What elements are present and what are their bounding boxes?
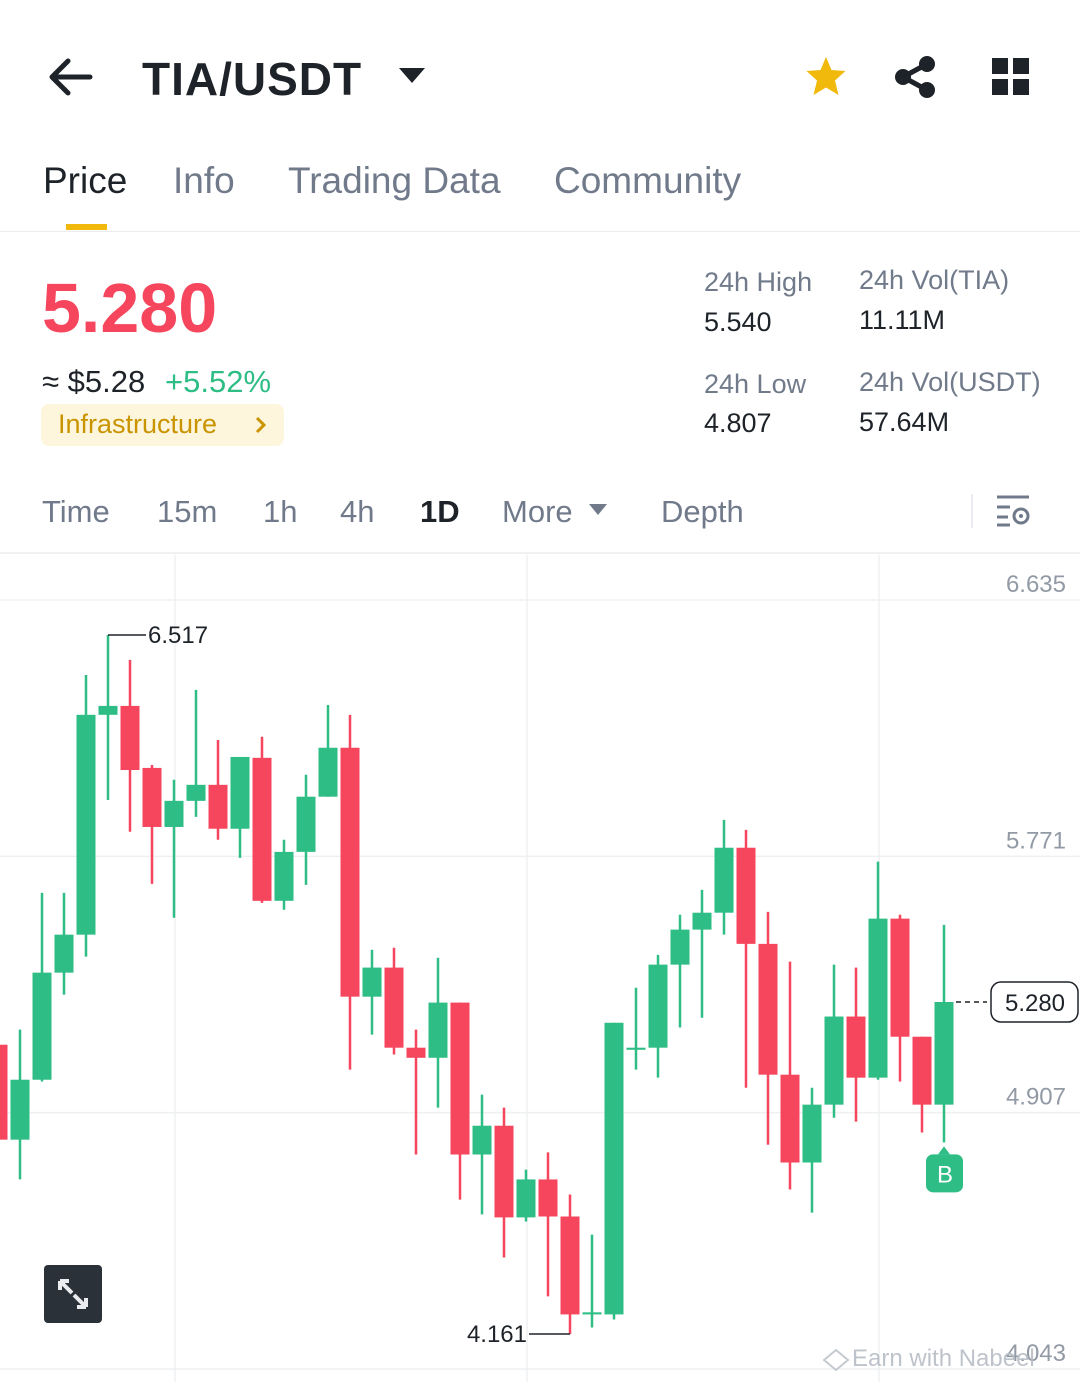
back-button[interactable] [44, 55, 96, 99]
candle-body [912, 1036, 932, 1105]
y-tick-label: 4.907 [1006, 1084, 1066, 1111]
tab-indicator [66, 224, 107, 230]
candle-body [824, 1016, 844, 1105]
candle-body [274, 851, 294, 901]
pair-title[interactable]: TIA/USDT [142, 53, 363, 105]
layout-button[interactable] [991, 57, 1031, 97]
candle-body [714, 847, 734, 913]
tag-label[interactable]: Infrastructure [58, 409, 218, 439]
interval-tab[interactable]: 4h [340, 494, 375, 529]
candle-body [0, 1044, 8, 1140]
more-dropdown[interactable] [588, 503, 608, 517]
stat-value: 11.11M [859, 305, 946, 335]
candle-body [780, 1074, 800, 1163]
tab[interactable]: Trading Data [288, 160, 501, 201]
fiat-price: ≈ $5.28 [42, 364, 146, 399]
interval-tab[interactable]: 1D [420, 494, 460, 529]
high-label: 6.517 [148, 622, 208, 649]
candle-body [142, 767, 162, 827]
interval-tab[interactable]: More [502, 494, 573, 529]
candle-body [846, 1016, 866, 1078]
stat-value: 5.540 [704, 307, 772, 337]
interval-tab[interactable]: 1h [263, 494, 298, 529]
candle-body [560, 1216, 580, 1315]
candle-body [736, 847, 756, 944]
tag-chip[interactable] [41, 404, 284, 446]
candle-body [296, 796, 316, 852]
candle-body [318, 747, 338, 797]
last-price-box [990, 981, 1079, 1023]
candle-body [604, 1022, 624, 1315]
interval-tab[interactable]: Time [42, 494, 110, 529]
chart-settings[interactable] [996, 494, 1032, 528]
candle-body [384, 967, 404, 1048]
candle-body [538, 1179, 558, 1217]
stat-value: 57.64M [859, 407, 950, 437]
divider [0, 231, 1080, 232]
last-price-label: 5.280 [1005, 990, 1065, 1017]
candle-body [340, 747, 360, 997]
candle-body [934, 1002, 954, 1105]
candle-body [802, 1104, 822, 1163]
separator [971, 494, 973, 528]
candle-body [890, 918, 910, 1037]
candle-body [76, 714, 96, 935]
buy-marker-label: B [937, 1161, 953, 1188]
candle-body [626, 1047, 646, 1050]
stat-label: 24h High [704, 267, 813, 297]
candle-body [692, 912, 712, 930]
tag-chevron [255, 416, 267, 434]
candle-body [252, 757, 272, 901]
candle-body [208, 784, 228, 829]
tab[interactable]: Community [554, 160, 742, 201]
watermark: Earn with Nabeel [852, 1345, 1035, 1372]
y-tick-label: 5.771 [1006, 827, 1066, 854]
candle-body [472, 1125, 492, 1155]
candle-body [54, 934, 74, 973]
candle-body [868, 918, 888, 1078]
buy-marker [926, 1154, 963, 1193]
stat-value: 4.807 [704, 408, 772, 438]
candle-body [10, 1079, 30, 1140]
stat-label: 24h Vol(TIA) [859, 265, 1010, 295]
candle-body [186, 784, 206, 801]
candle-body [362, 967, 382, 997]
low-label: 4.161 [467, 1321, 527, 1348]
divider [0, 552, 1080, 554]
tab[interactable]: Info [173, 160, 235, 201]
y-tick-label: 6.635 [1006, 571, 1066, 598]
candle-body [670, 929, 690, 965]
last-price: 5.280 [42, 269, 218, 347]
candle-body [406, 1047, 426, 1058]
price-change: +5.52% [165, 364, 272, 399]
share-button[interactable] [893, 55, 937, 99]
stat-label: 24h Low [704, 369, 807, 399]
tab[interactable]: Price [43, 160, 128, 201]
candle-body [428, 1002, 448, 1058]
candle-body [120, 705, 140, 770]
candle-body [32, 972, 52, 1080]
candle-body [758, 943, 778, 1075]
interval-tab[interactable]: 15m [157, 494, 218, 529]
buy-marker-pointer [938, 1146, 950, 1155]
stat-label: 24h Vol(USDT) [859, 367, 1041, 397]
candle-body [230, 756, 250, 829]
favorite-star[interactable] [804, 55, 848, 99]
candle-body [516, 1179, 536, 1218]
candle-body [648, 964, 668, 1048]
fullscreen-button[interactable] [44, 1265, 102, 1323]
candle-body [450, 1002, 470, 1155]
candle-body [582, 1312, 602, 1315]
candlestick-chart: 4.043 4.907 5.771 6.635 6.517 4.161 5.280 B [0, 555, 1080, 1382]
candle-body [98, 705, 118, 715]
pair-dropdown[interactable] [398, 66, 426, 86]
fullscreen-icon[interactable] [52, 1273, 94, 1315]
watermark-icon [822, 1348, 850, 1372]
y-tick-label: 4.043 [1006, 1340, 1066, 1367]
candle-body [494, 1125, 514, 1218]
candle-body [164, 800, 184, 827]
interval-tab[interactable]: Depth [661, 494, 744, 529]
